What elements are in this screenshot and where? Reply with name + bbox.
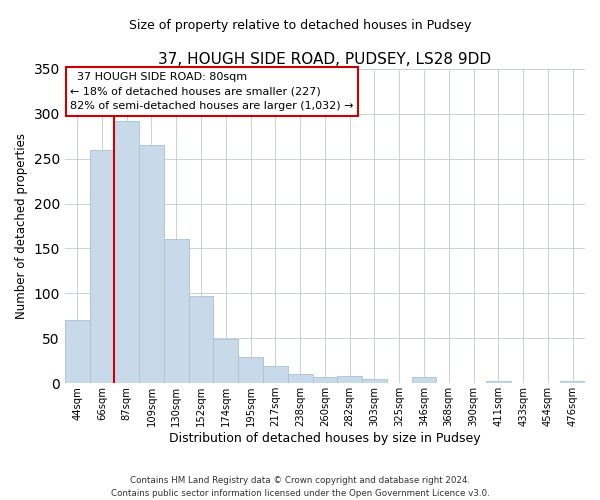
Bar (288, 374, 313, 384)
Text: Size of property relative to detached houses in Pudsey: Size of property relative to detached ho… (129, 20, 471, 32)
Bar (65, 320, 89, 384)
Bar (238, 357, 263, 384)
Bar (412, 377, 436, 384)
Bar (560, 380, 585, 384)
Bar (115, 121, 139, 384)
Bar (486, 380, 511, 384)
Bar (164, 240, 188, 384)
X-axis label: Distribution of detached houses by size in Pudsey: Distribution of detached houses by size … (169, 432, 481, 445)
Bar (362, 379, 387, 384)
Bar (188, 296, 214, 384)
Y-axis label: Number of detached properties: Number of detached properties (15, 133, 28, 319)
Bar (263, 366, 288, 384)
Text: 37 HOUGH SIDE ROAD: 80sqm  
← 18% of detached houses are smaller (227)
82% of se: 37 HOUGH SIDE ROAD: 80sqm ← 18% of detac… (70, 72, 353, 112)
Text: Contains HM Land Registry data © Crown copyright and database right 2024.
Contai: Contains HM Land Registry data © Crown c… (110, 476, 490, 498)
Bar (313, 377, 337, 384)
Title: 37, HOUGH SIDE ROAD, PUDSEY, LS28 9DD: 37, HOUGH SIDE ROAD, PUDSEY, LS28 9DD (158, 52, 491, 68)
Bar (139, 145, 164, 384)
Bar (337, 376, 362, 384)
Bar (214, 339, 238, 384)
Bar (89, 150, 115, 384)
